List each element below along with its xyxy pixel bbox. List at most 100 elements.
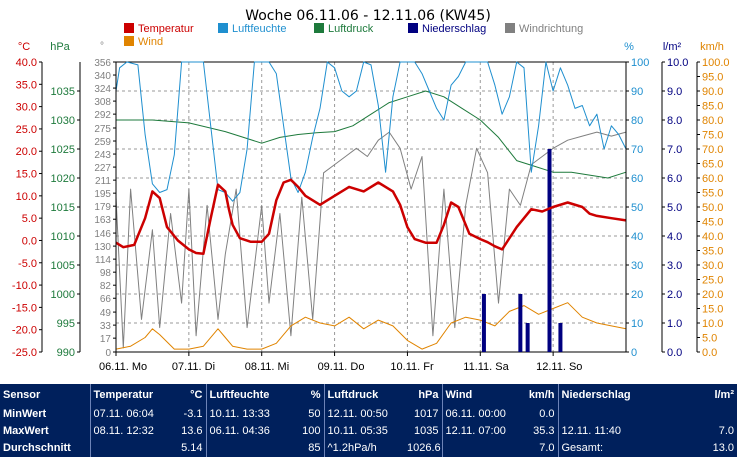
wind-unit-label: km/h	[700, 41, 724, 53]
axis-tick-label: 70.0	[702, 144, 723, 156]
axis-tick-label: 10.0	[702, 318, 723, 330]
series-line-luftfeuchte	[115, 61, 627, 202]
stats-cell	[636, 406, 737, 423]
x-tick-label: 12.11. So	[536, 361, 582, 373]
axis-tick-label: 4.0	[667, 231, 682, 243]
stats-cell: 13.6	[181, 425, 203, 437]
axis-tick-label: 7.0	[667, 144, 682, 156]
axis-tick-label: 70	[631, 144, 643, 156]
axis-tick-label: -5.0	[18, 258, 37, 270]
stats-cell	[557, 406, 636, 423]
axis-tick-label: 80.0	[702, 115, 723, 127]
axis-tick-label: 340	[94, 71, 111, 82]
stats-cell: 10.11. 05:35	[323, 423, 404, 440]
axis-tick-label: 8.0	[667, 115, 682, 127]
x-tick-label: 11.11. Sa	[463, 361, 509, 373]
axis-tick-label: 35.0	[16, 79, 37, 91]
stats-row-avg: Durchschnitt 5.14 85 ^1.2hPa/h 1026.6 7.…	[0, 440, 737, 457]
axis-tick-label: 85.0	[702, 101, 723, 113]
legend-swatch	[314, 23, 324, 33]
axis-tick-label: 1030	[51, 115, 75, 127]
axis-tick-label: 98	[100, 268, 112, 279]
axis-tick-label: 10	[631, 318, 643, 330]
stats-cell: 12.11. 00:50	[323, 406, 404, 423]
stats-cell: 1017	[414, 408, 439, 420]
pressure-unit-label: hPa	[50, 41, 70, 53]
stats-header-press-unit: hPa	[418, 388, 439, 401]
stats-header-hum-unit: %	[310, 388, 321, 401]
axis-tick-label: 40	[631, 231, 643, 243]
temperature-unit-label: °C	[18, 41, 30, 53]
axis-tick-label: 0	[105, 348, 111, 359]
axis-tick-label: 5.0	[22, 213, 37, 225]
axis-tick-label: 146	[94, 229, 111, 240]
precipitation-bar	[481, 294, 486, 352]
series-line-temperatur	[115, 178, 627, 256]
direction-axis: 356 340 324 308 292 275 259 243 227 211 195 179 163 1…	[94, 58, 117, 359]
axis-tick-label: 114	[95, 255, 111, 266]
stats-cell: 7.0	[539, 442, 555, 454]
axis-tick-label: 1025	[51, 144, 75, 156]
legend-label: Luftdruck	[328, 23, 374, 35]
axis-tick-label: 75.0	[702, 130, 723, 142]
stats-cell: 5.14	[181, 442, 203, 454]
axis-tick-label: 65.0	[702, 159, 723, 171]
stats-header-wind-unit: km/h	[528, 388, 555, 401]
axis-tick-label: 95.0	[702, 72, 723, 84]
stats-cell: 10.11. 13:33	[205, 406, 291, 423]
axis-tick-label: 30.0	[16, 102, 37, 114]
x-axis: 06.11. Mo 07.11. Di 08.11. Mi 09.11. Do 10.1…	[99, 352, 582, 373]
legend-label: Temperatur	[138, 23, 194, 35]
precipitation-bar	[558, 323, 563, 352]
series-line-wind	[115, 302, 627, 350]
stats-cell: 0.0	[539, 408, 555, 420]
stats-cell: 12.11. 11:40	[557, 423, 636, 440]
stats-cell: 85	[308, 442, 321, 454]
temperature-axis: 40.0 35.0 30.0 25.0 20.0 15.0 10.0 5.0 0.0 -5.0 -1…	[12, 57, 43, 359]
axis-tick-label: 2.0	[667, 289, 682, 301]
axis-tick-label: 6.0	[667, 173, 682, 185]
axis-tick-label: 211	[95, 176, 111, 187]
axis-tick-label: -25.0	[12, 347, 37, 359]
legend-label: Wind	[138, 36, 163, 48]
statistics-panel: Sensor Temperatur °C Luftfeuchte % Luftd…	[0, 384, 737, 457]
axis-tick-label: 163	[94, 215, 111, 226]
axis-tick-label: 259	[94, 137, 111, 148]
stats-cell: 07.11. 06:04	[89, 406, 176, 423]
axis-tick-label: 195	[94, 189, 111, 200]
legend-label: Niederschlag	[422, 23, 486, 35]
axis-tick-label: -20.0	[12, 325, 37, 337]
axis-tick-label: 356	[94, 58, 111, 69]
axis-tick-label: 49	[100, 308, 112, 319]
precipitation-unit-label: l/m²	[663, 41, 682, 53]
axis-tick-label: 10.0	[667, 57, 688, 69]
stats-cell: 100	[302, 425, 321, 437]
stats-header-temp-unit: °C	[190, 388, 203, 401]
axis-tick-label: 80	[631, 115, 643, 127]
stats-header-row: Sensor Temperatur °C Luftfeuchte % Luftd…	[0, 384, 737, 406]
legend-entry-temperatur: Temperatur	[124, 23, 194, 35]
stats-cell: 1026.6	[407, 442, 441, 454]
axis-tick-label: 5.0	[702, 333, 717, 345]
stats-cell: 7.0	[718, 425, 734, 437]
stats-cell: -3.1	[183, 408, 203, 420]
x-tick-label: 08.11. Mi	[245, 361, 289, 373]
axis-tick-label: 1005	[51, 260, 75, 272]
direction-unit-label: °	[100, 41, 104, 52]
stats-cell: 06.11. 04:36	[205, 423, 291, 440]
stats-row-label: Durchschnitt	[3, 442, 71, 454]
stats-cell: 12.11. 07:00	[441, 423, 520, 440]
axis-tick-label: 66	[100, 294, 112, 305]
axis-tick-label: 25.0	[702, 275, 723, 287]
precipitation-bar	[518, 294, 523, 352]
axis-tick-label: 20.0	[702, 289, 723, 301]
stats-cell: 06.11. 00:00	[441, 406, 520, 423]
axis-tick-label: 82	[100, 281, 112, 292]
legend-swatch	[218, 23, 228, 33]
axis-tick-label: 60	[631, 173, 643, 185]
chart-legend: Temperatur Luftfeuchte Luftdruck Niederschl…	[124, 23, 583, 48]
precipitation-bar	[525, 323, 530, 352]
stats-header-rain: Niederschlag	[557, 384, 636, 406]
precipitation-axis: 10.0 9.0 8.0 7.0 6.0 5.0 4.0 3.0 2.0 1.0 0.0	[661, 57, 688, 359]
series-line-windrichtung	[115, 131, 627, 349]
